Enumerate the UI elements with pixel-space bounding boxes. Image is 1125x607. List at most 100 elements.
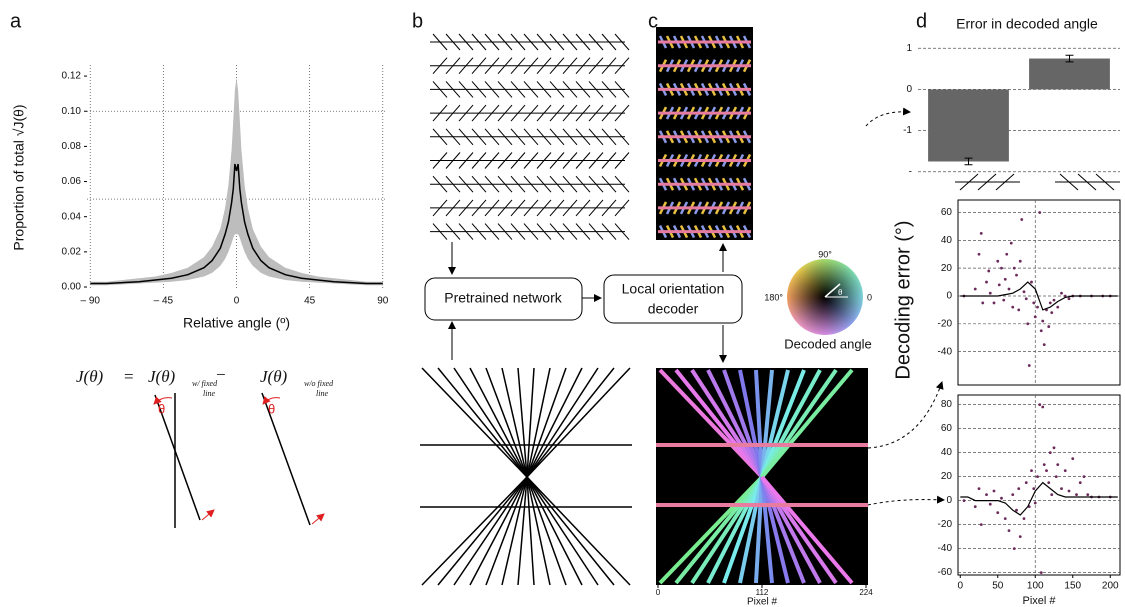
x-tick-label: 0 — [234, 296, 240, 307]
equation-subscript: w/o fixed — [304, 379, 334, 388]
x-tick-label: 150 — [1064, 581, 1081, 592]
point — [996, 511, 999, 514]
point — [989, 503, 992, 506]
point — [1047, 325, 1050, 328]
stimulus-ray — [422, 477, 527, 585]
point — [1050, 311, 1053, 314]
point — [1015, 509, 1018, 512]
point — [1040, 571, 1043, 574]
point — [1004, 517, 1007, 520]
point — [1071, 457, 1074, 460]
point — [1010, 242, 1013, 245]
y-tick-label: 60 — [941, 207, 953, 218]
stimulus-ray — [527, 368, 582, 477]
panel-label: c — [648, 10, 658, 32]
point — [1004, 278, 1007, 281]
stimulus-ray — [454, 368, 527, 477]
stimulus-ray — [527, 368, 630, 477]
equation-term: J(θ) — [260, 367, 288, 386]
point — [1053, 299, 1056, 302]
y-tick-label: -20 — [938, 318, 953, 329]
point — [1000, 267, 1003, 270]
point — [1036, 475, 1039, 478]
point — [1013, 547, 1016, 550]
y-tick-label: 40 — [941, 447, 953, 458]
x-tick-label: 224 — [859, 588, 873, 597]
point — [1050, 493, 1053, 496]
point — [978, 487, 981, 490]
point — [1017, 308, 1020, 311]
point — [1079, 481, 1082, 484]
point — [985, 493, 988, 496]
page: {"panel_labels": ["a", "b", "c", "d"], "… — [0, 0, 1125, 607]
stimulus-ray — [470, 477, 527, 585]
point — [1032, 302, 1035, 305]
rotation-arrow — [312, 514, 324, 524]
y-tick-label: 20 — [941, 471, 953, 482]
point — [993, 490, 996, 493]
equation-term: J(θ) — [148, 367, 176, 386]
point — [1047, 481, 1050, 484]
stimulus-ray — [527, 477, 598, 585]
point — [1056, 463, 1059, 466]
point — [1045, 469, 1048, 472]
equation-subscript: w/ fixed — [192, 379, 218, 388]
point — [1030, 281, 1033, 284]
point — [1055, 475, 1058, 478]
point — [1053, 446, 1056, 449]
stimulus-ray — [470, 368, 527, 477]
box-label: decoder — [648, 301, 699, 317]
stimulus-ray — [527, 477, 630, 585]
point — [1013, 267, 1016, 270]
stimulus-ray — [527, 368, 598, 477]
point — [974, 288, 977, 291]
y-tick-label: -1 — [903, 125, 912, 136]
point — [1036, 306, 1039, 309]
panel-label: b — [412, 10, 423, 32]
point — [996, 260, 999, 263]
point — [1008, 529, 1011, 532]
point — [1064, 469, 1067, 472]
figure: a b c d J(θ) = J(θ) w/ fixed line − J(θ)… — [0, 0, 1125, 607]
point — [1026, 322, 1029, 325]
equation-subscript: line — [203, 389, 215, 398]
panel-label: d — [916, 10, 927, 32]
point — [1008, 288, 1011, 291]
x-tick-label: – 45 — [154, 296, 174, 307]
wheel-label: 0 — [867, 292, 872, 302]
point — [998, 283, 1001, 286]
y-tick-label: 80 — [941, 399, 953, 410]
point — [1043, 463, 1046, 466]
x-tick-label: 200 — [1102, 581, 1119, 592]
theta: θ — [158, 401, 165, 416]
point — [1020, 218, 1023, 221]
point — [1038, 403, 1041, 406]
y-tick-label: 60 — [941, 423, 953, 434]
y-tick-label: 0 — [946, 495, 952, 506]
point — [1023, 517, 1026, 520]
point — [1019, 535, 1022, 538]
theta: θ — [268, 401, 275, 416]
point — [981, 302, 984, 305]
point — [1019, 260, 1022, 263]
x-tick-label: – 90 — [81, 296, 101, 307]
bar — [1029, 59, 1110, 90]
point — [1005, 253, 1008, 256]
box-label: Pretrained network — [444, 290, 563, 306]
point — [1060, 292, 1063, 295]
color-wheel — [787, 259, 863, 335]
x-tick-label: 45 — [304, 296, 316, 307]
x-axis-label: Relative angle (º) — [183, 315, 290, 331]
x-tick-label: 100 — [1027, 581, 1044, 592]
y-tick-label: 0.10 — [62, 106, 82, 117]
point — [1000, 497, 1003, 500]
y-tick-label: 0 — [946, 291, 952, 302]
point — [1068, 297, 1071, 300]
y-tick-label: 0.08 — [62, 141, 82, 152]
point — [1075, 493, 1078, 496]
point — [974, 505, 977, 508]
point — [1040, 329, 1043, 332]
y-tick-label: - — [909, 166, 912, 177]
stimulus-ray — [422, 368, 527, 477]
point — [1002, 299, 1005, 302]
